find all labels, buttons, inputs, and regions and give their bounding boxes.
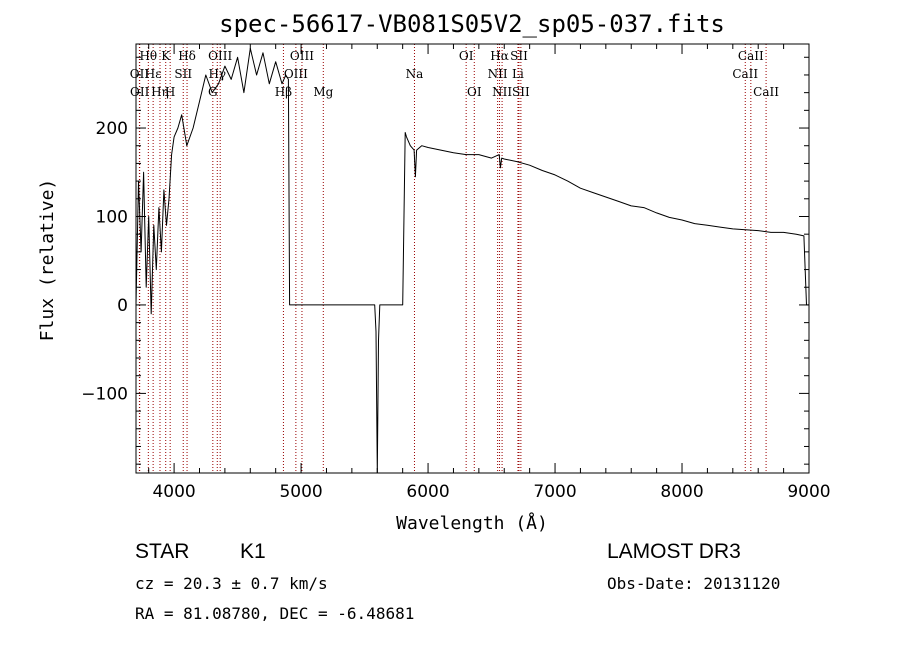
line-label-25: CaII xyxy=(738,49,764,63)
coordinates-readout: RA = 81.08780, DEC = -6.48681 xyxy=(135,604,415,623)
subclass: K1 xyxy=(240,540,266,563)
line-label-14: OIII xyxy=(284,67,308,81)
line-label-7: SII xyxy=(174,67,192,81)
y-axis-label: Flux (relative) xyxy=(37,179,58,342)
x-tick-label-0: 4000 xyxy=(152,482,195,502)
line-label-22: SII xyxy=(510,49,528,63)
y-tick-label-1: 0 xyxy=(117,296,128,316)
axis-ticks: 4000 5000 6000 7000 8000 9000 −100 0 100 200 xyxy=(81,44,831,502)
line-label-12: Hβ xyxy=(275,85,292,99)
x-tick-label-4: 8000 xyxy=(660,482,703,502)
line-label-3: Hε xyxy=(145,67,162,81)
plot-frame xyxy=(135,43,810,474)
line-label-19: Hα xyxy=(490,49,509,63)
object-class: STAR xyxy=(135,540,190,563)
line-label-0: Hθ xyxy=(139,49,157,63)
y-tick-label-2: 100 xyxy=(96,207,128,227)
line-label-10: Hγ xyxy=(208,67,226,81)
line-label-20: NII xyxy=(488,67,508,81)
line-label-15: Mg xyxy=(313,85,333,99)
survey-name: LAMOST DR3 xyxy=(607,540,741,563)
line-label-27: CaII xyxy=(753,85,779,99)
line-label-9: OIII xyxy=(208,49,232,63)
series-line-0 xyxy=(135,47,809,474)
line-label-1: OII xyxy=(130,67,150,81)
line-label-13: OIII xyxy=(290,49,314,63)
x-tick-label-1: 5000 xyxy=(279,482,322,502)
line-label-2: OII xyxy=(130,85,150,99)
line-label-8: Hδ xyxy=(178,49,196,63)
series-group xyxy=(135,47,809,474)
chart-title: spec-56617-VB081S05V2_sp05-037.fits xyxy=(219,10,725,38)
line-label-4: Hη xyxy=(151,85,169,99)
line-label-6: H xyxy=(165,85,175,99)
x-axis-label: Wavelength (Å) xyxy=(396,512,548,534)
y-tick-label-3: 200 xyxy=(96,119,128,139)
line-label-23: Li xyxy=(512,67,524,81)
line-marker-group xyxy=(138,44,767,473)
line-label-26: CaII xyxy=(732,67,758,81)
line-label-18: OI xyxy=(467,85,482,99)
x-tick-label-2: 6000 xyxy=(406,482,449,502)
line-label-24: SII xyxy=(512,85,530,99)
y-tick-label-0: −100 xyxy=(81,384,128,404)
observation-date: Obs-Date: 20131120 xyxy=(607,574,781,593)
redshift-readout: cz = 20.3 ± 0.7 km/s xyxy=(135,574,328,593)
x-tick-label-5: 9000 xyxy=(787,482,830,502)
line-label-17: OI xyxy=(459,49,474,63)
line-label-21: NII xyxy=(492,85,512,99)
line-label-16: Na xyxy=(406,67,424,81)
x-tick-label-3: 7000 xyxy=(533,482,576,502)
line-label-5: K xyxy=(161,49,171,63)
